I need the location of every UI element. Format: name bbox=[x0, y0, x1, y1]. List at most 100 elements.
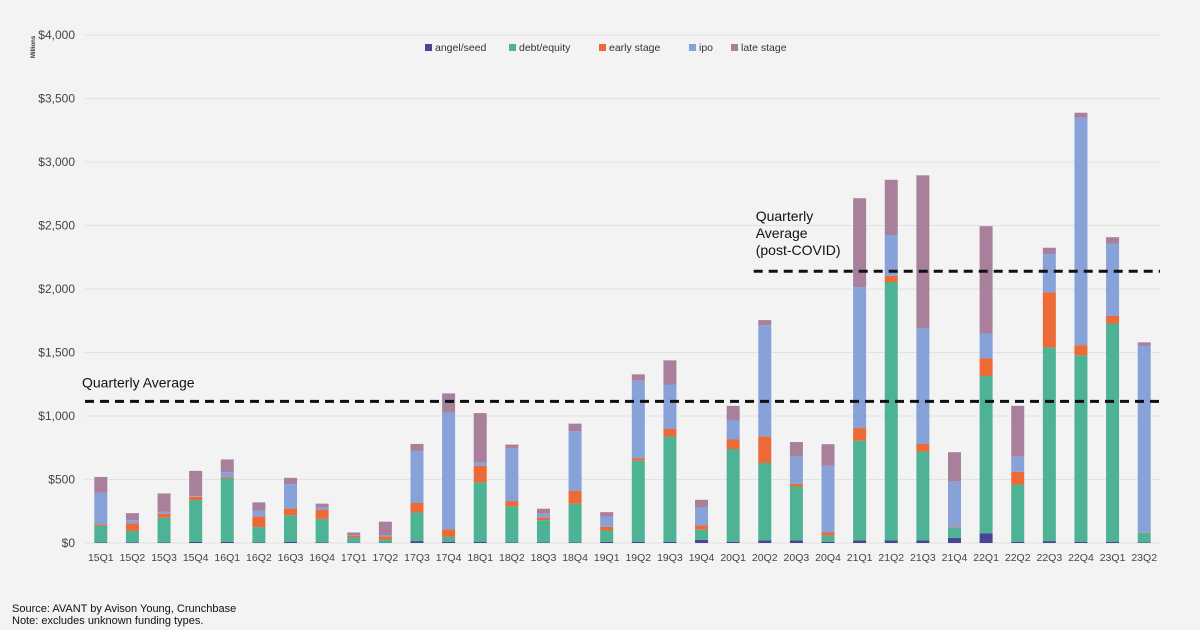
bar-segment bbox=[157, 493, 171, 512]
bar-segment bbox=[884, 282, 898, 541]
bar-segment bbox=[600, 530, 614, 542]
bar-segment bbox=[473, 413, 487, 463]
x-tick-label: 21Q4 bbox=[942, 552, 968, 564]
bar-segment bbox=[631, 380, 645, 459]
bar-segment bbox=[252, 510, 266, 517]
x-tick-label: 17Q4 bbox=[436, 552, 462, 564]
bar-segment bbox=[252, 527, 266, 543]
bar-segment bbox=[568, 423, 582, 432]
bar-segment bbox=[663, 541, 677, 543]
bar-segment bbox=[125, 530, 139, 543]
bar-segment bbox=[189, 541, 203, 543]
bar-segment bbox=[1074, 112, 1088, 118]
bar-segment bbox=[347, 535, 361, 538]
bar-segment bbox=[125, 513, 139, 521]
bar-segment bbox=[821, 535, 835, 542]
bar-segment bbox=[1011, 471, 1025, 485]
quarterly-average-label: Quarterly Average bbox=[82, 374, 195, 390]
bar-segment bbox=[695, 499, 709, 508]
bar-segment bbox=[758, 540, 772, 543]
bar-segment bbox=[979, 358, 993, 376]
x-tick-label: 21Q1 bbox=[847, 552, 873, 564]
legend-label: debt/equity bbox=[519, 42, 571, 54]
bar-segment bbox=[410, 541, 424, 543]
bar-segment bbox=[1042, 541, 1056, 543]
bar-segment bbox=[315, 542, 329, 543]
bar-segment bbox=[916, 175, 930, 329]
bar-segment bbox=[442, 412, 456, 530]
bar-segment bbox=[947, 481, 961, 528]
y-tick-label: $500 bbox=[48, 473, 75, 487]
bar-segment bbox=[916, 451, 930, 541]
bar-segment bbox=[853, 540, 867, 543]
x-tick-label: 21Q3 bbox=[910, 552, 936, 564]
x-tick-label: 15Q1 bbox=[88, 552, 114, 564]
bar-segment bbox=[821, 541, 835, 543]
bar-segment bbox=[536, 542, 550, 543]
bar-segment bbox=[189, 500, 203, 542]
post-covid-average-label: (post-COVID) bbox=[756, 242, 841, 258]
bar-segment bbox=[1137, 542, 1151, 543]
bar-segment bbox=[600, 541, 614, 543]
bar-segment bbox=[789, 483, 803, 487]
bar-segment bbox=[220, 472, 234, 478]
bar-segment bbox=[1042, 292, 1056, 348]
bar-segment bbox=[631, 458, 645, 461]
bar-segment bbox=[1011, 405, 1025, 457]
bar-segment bbox=[695, 529, 709, 540]
bar-segment bbox=[1042, 254, 1056, 293]
bar-segment bbox=[157, 511, 171, 514]
bar-segment bbox=[663, 428, 677, 437]
x-tick-label: 15Q3 bbox=[151, 552, 177, 564]
bar-segment bbox=[473, 465, 487, 483]
bar-segment bbox=[821, 532, 835, 536]
bar-segment bbox=[758, 325, 772, 437]
excludes-note: Note: excludes unknown funding types. bbox=[12, 615, 204, 627]
bar-segment bbox=[94, 542, 108, 543]
bar-segment bbox=[378, 534, 392, 537]
legend-label: angel/seed bbox=[435, 42, 487, 54]
bar-segment bbox=[758, 320, 772, 326]
bar-segment bbox=[505, 542, 519, 543]
bar-segment bbox=[600, 516, 614, 527]
bar-segment bbox=[884, 275, 898, 283]
bar-segment bbox=[884, 235, 898, 276]
bar-segment bbox=[568, 431, 582, 491]
x-tick-label: 15Q4 bbox=[183, 552, 209, 564]
bar-segment bbox=[505, 444, 519, 449]
bar-segment bbox=[789, 540, 803, 543]
bar-segment bbox=[536, 513, 550, 518]
bar-segment bbox=[1011, 541, 1025, 543]
bar-segment bbox=[284, 508, 298, 516]
post-covid-average-label: Average bbox=[756, 225, 808, 241]
bar-segment bbox=[157, 542, 171, 543]
y-axis-unit-label: Millions bbox=[31, 35, 37, 58]
bar-segment bbox=[1074, 355, 1088, 542]
x-tick-label: 19Q4 bbox=[689, 552, 715, 564]
bar-segment bbox=[252, 502, 266, 511]
bar-segment bbox=[1137, 342, 1151, 346]
bar-segment bbox=[220, 459, 234, 473]
y-tick-label: $3,000 bbox=[38, 155, 75, 169]
y-tick-label: $4,000 bbox=[38, 28, 75, 42]
bar-segment bbox=[220, 478, 234, 542]
x-tick-label: 22Q3 bbox=[1036, 552, 1062, 564]
x-tick-label: 16Q3 bbox=[278, 552, 304, 564]
bar-segment bbox=[125, 520, 139, 524]
bar-segment bbox=[979, 375, 993, 534]
bar-segment bbox=[631, 541, 645, 543]
bar-segment bbox=[979, 226, 993, 334]
bar-segment bbox=[1106, 541, 1120, 543]
bar-segment bbox=[536, 517, 550, 521]
x-tick-label: 22Q4 bbox=[1068, 552, 1094, 564]
bar-segment bbox=[726, 405, 740, 421]
bar-segment bbox=[884, 179, 898, 236]
legend-swatch bbox=[425, 44, 432, 51]
post-covid-average-label: Quarterly bbox=[756, 208, 814, 224]
x-tick-label: 16Q1 bbox=[214, 552, 240, 564]
bar-segment bbox=[1074, 345, 1088, 356]
bar-segment bbox=[853, 287, 867, 429]
bar-segment bbox=[568, 542, 582, 543]
bar-segment bbox=[663, 384, 677, 429]
